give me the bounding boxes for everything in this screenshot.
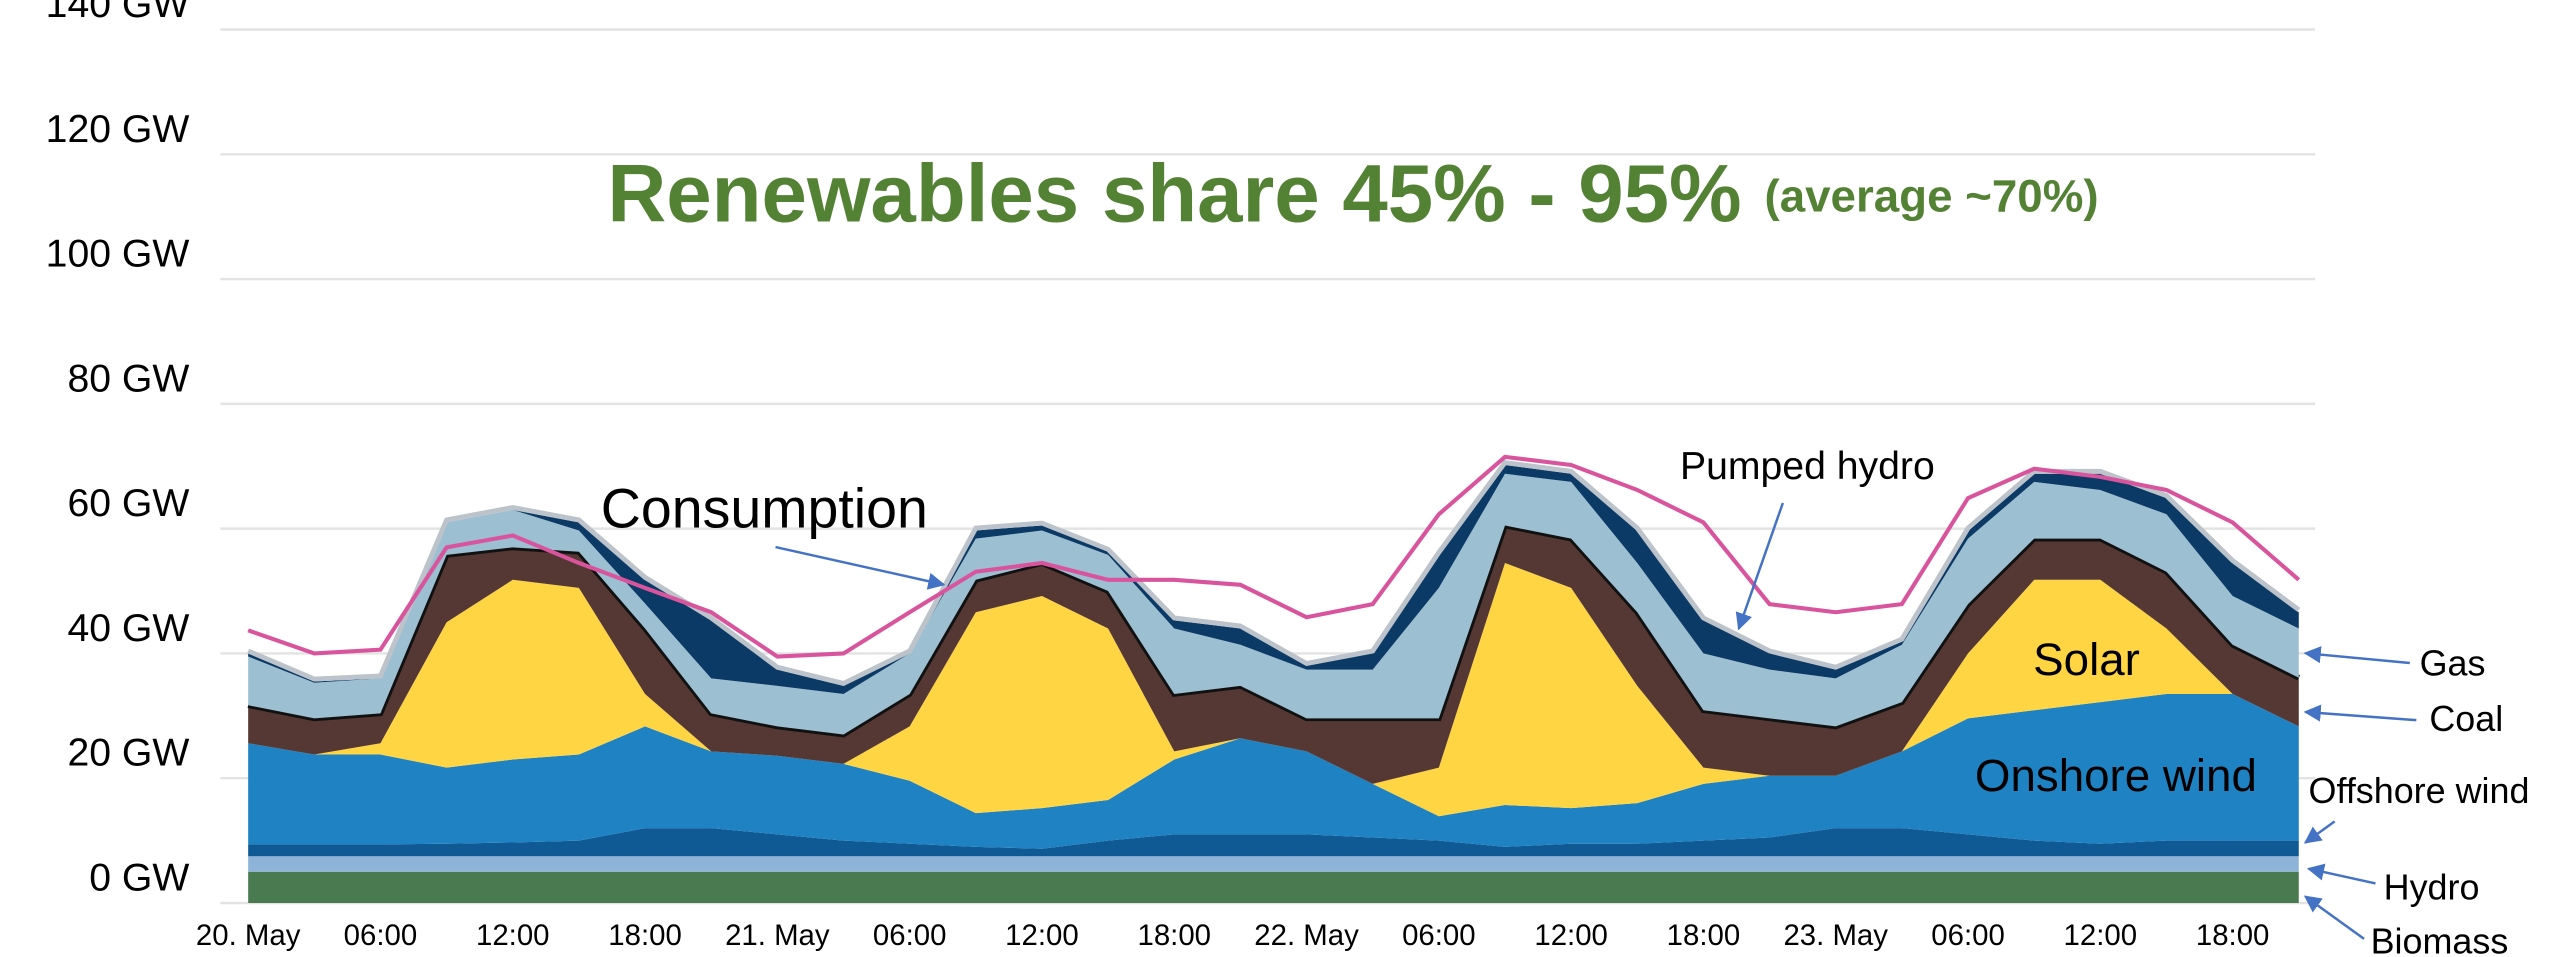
grid: 0 GW 20 GW 40 GW 60 GW 80 GW 100 GW 120 GW 140 … <box>46 0 2316 952</box>
x-tick-label: 06:00 <box>873 919 947 952</box>
y-tick-label: 140 GW <box>46 0 190 26</box>
x-tick-label: 06:00 <box>1931 919 2005 952</box>
title: Renewables share 45% - 95% <box>607 148 1741 239</box>
area <box>248 693 2299 849</box>
series-label: Hydro <box>2384 866 2480 907</box>
x-tick-label: 06:00 <box>1402 919 1476 952</box>
annotations: Biomass Hydro Offshore wind Onshore wind Sol… <box>601 445 2530 957</box>
areas <box>247 454 2301 903</box>
area <box>248 525 2299 784</box>
x-tick-label: 18:00 <box>2196 919 2270 952</box>
arrow <box>2303 895 2365 940</box>
x-tick-label: 12:00 <box>1005 919 1079 952</box>
arrow <box>2303 646 2410 665</box>
y-tick-label: 120 GW <box>46 108 190 151</box>
x-tick-label: 18:00 <box>1667 919 1741 952</box>
series-label: Onshore wind <box>1975 750 2257 801</box>
series-label: Biomass <box>2371 920 2509 957</box>
y-tick-label: 60 GW <box>67 482 189 525</box>
series-label: Coal <box>2429 698 2503 739</box>
y-tick-label: 100 GW <box>46 233 190 276</box>
top-edge <box>247 459 2301 687</box>
subtitle: (average ~70%) <box>1764 170 2098 221</box>
y-tick-label: 40 GW <box>67 607 189 650</box>
x-tick-label: 12:00 <box>2064 919 2138 952</box>
x-tick-label: 12:00 <box>1534 919 1608 952</box>
line <box>247 454 2301 659</box>
area <box>248 562 2299 817</box>
x-tick-label: 18:00 <box>608 919 682 952</box>
x-tick-label: 22. May <box>1254 919 1359 952</box>
series-label: Pumped hydro <box>1680 445 1935 488</box>
y-tick-label: 0 GW <box>89 856 189 899</box>
x-tick-label: 20. May <box>196 919 301 952</box>
series-label: Consumption <box>601 477 928 539</box>
chart-title: Renewables share 45% - 95% (average ~70%) <box>607 148 2098 239</box>
y-tick-label: 80 GW <box>67 357 189 400</box>
arrow <box>2303 820 2336 844</box>
area <box>248 473 2299 735</box>
arrow <box>2303 704 2417 722</box>
arrow <box>2306 863 2376 885</box>
x-tick-label: 12:00 <box>476 919 550 952</box>
series-label: Offshore wind <box>2309 770 2530 811</box>
x-tick-label: 23. May <box>1783 919 1888 952</box>
area <box>248 465 2299 694</box>
area <box>248 856 2299 872</box>
y-tick-label: 20 GW <box>67 732 189 775</box>
x-tick-label: 18:00 <box>1137 919 1211 952</box>
arrow <box>1735 502 1785 631</box>
x-tick-label: 06:00 <box>344 919 418 952</box>
x-tick-label: 21. May <box>725 919 830 952</box>
area <box>248 828 2299 857</box>
series-label: Solar <box>2033 634 2140 685</box>
arrow <box>775 545 946 590</box>
area <box>248 871 2299 903</box>
series-label: Gas <box>2420 643 2486 684</box>
